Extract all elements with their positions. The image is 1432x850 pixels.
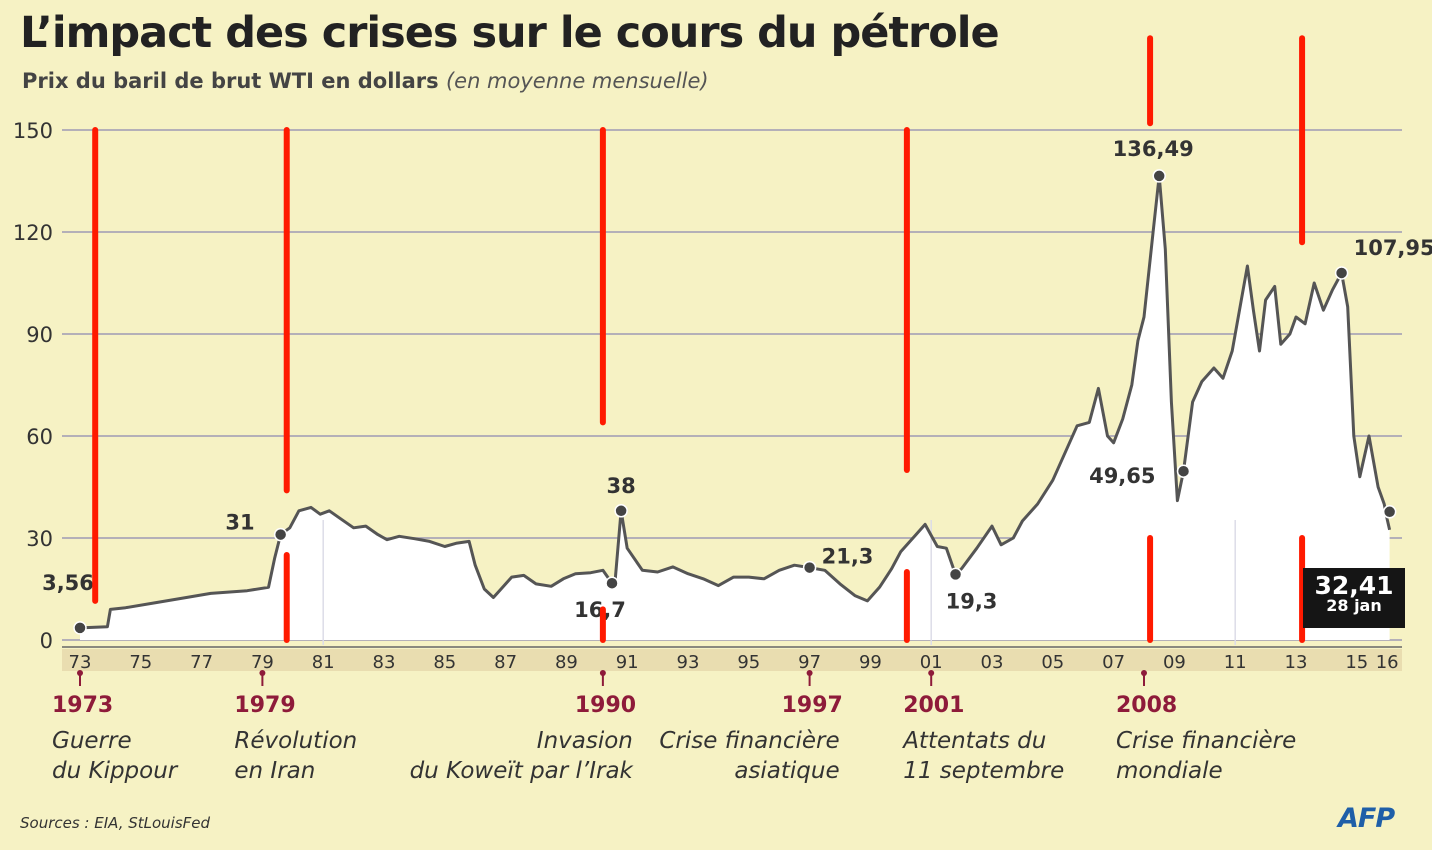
x-tick-label: 01 — [920, 652, 943, 673]
event-year-markers — [77, 670, 1147, 686]
y-tick-label: 90 — [26, 323, 53, 347]
event-label-line2: mondiale — [1116, 758, 1223, 784]
event-label: Attentats du 11 septembre — [903, 726, 1064, 786]
point-label: 31 — [225, 511, 254, 535]
data-point — [605, 576, 619, 590]
y-tick-label: 30 — [26, 527, 53, 551]
x-tick-label: 85 — [433, 652, 456, 673]
afp-logo: AFP — [1338, 803, 1395, 834]
event-year-1997: 1997 — [781, 693, 843, 718]
event-label-line2: asiatique — [734, 758, 840, 784]
event-label-line1: Révolution — [234, 728, 358, 754]
event-label: Invasion du Koweït par l’Irak — [410, 726, 633, 786]
point-label: 49,65 — [1089, 464, 1155, 488]
point-label: 3,56 — [42, 571, 94, 595]
last-data-point — [1382, 505, 1397, 519]
last-date: 28 jan — [1326, 596, 1382, 615]
event-label-line1: Invasion — [536, 728, 633, 754]
event-label-line2: du Kippour — [52, 758, 178, 784]
event-tick-dot — [1141, 670, 1147, 676]
event-year-1979: 1979 — [234, 693, 296, 718]
x-tick-label: 97 — [798, 652, 821, 673]
last-value: 32,41 — [1314, 571, 1394, 600]
data-point — [1334, 266, 1349, 280]
x-tick-label: 87 — [494, 652, 517, 673]
point-label: 38 — [607, 474, 636, 498]
data-point — [273, 527, 288, 542]
x-tick-label: 73 — [69, 652, 92, 673]
event-label-line2: 11 septembre — [903, 758, 1065, 784]
x-tick-label: 77 — [190, 652, 213, 673]
y-tick-label: 60 — [26, 425, 53, 449]
data-point — [614, 504, 628, 518]
event-label: Révolution en Iran — [234, 726, 357, 786]
data-point — [1176, 464, 1191, 478]
x-tick-label: 09 — [1163, 652, 1186, 673]
event-tick-dot — [77, 670, 83, 676]
annotated-points — [73, 169, 1397, 635]
point-label: 136,49 — [1113, 137, 1194, 161]
y-tick-label: 120 — [13, 221, 53, 245]
event-year-2001: 2001 — [903, 693, 965, 718]
event-label-line1: Attentats du — [903, 728, 1047, 754]
x-tick-label: 95 — [737, 652, 760, 673]
data-point — [73, 621, 87, 635]
event-label-line2: en Iran — [234, 758, 316, 784]
x-tick-label: 79 — [251, 652, 274, 673]
event-label: Crise financière asiatique — [659, 726, 839, 786]
data-point — [802, 560, 817, 575]
x-tick-label: 89 — [555, 652, 578, 673]
x-tick-label: 81 — [312, 652, 335, 673]
x-tick-label: 07 — [1102, 652, 1125, 673]
x-tick-label: 03 — [981, 652, 1004, 673]
price-line — [79, 174, 1392, 630]
event-tick-dot — [928, 670, 935, 676]
x-axis-band — [62, 649, 1402, 671]
subtitle-note: (en moyenne mensuelle) — [445, 69, 709, 93]
subtitle-main: Prix du baril de brut WTI en dollars — [22, 69, 439, 93]
event-label-line1: Guerre — [52, 728, 132, 754]
x-tick-label: 05 — [1041, 652, 1064, 673]
x-tick-label: 15 — [1345, 652, 1368, 673]
y-axis: 0 30 60 90 120 150 — [13, 119, 53, 653]
year-gridlines — [322, 520, 1236, 645]
event-label-line1: Crise financière — [659, 728, 840, 754]
event-label: Guerre du Kippour — [52, 726, 177, 786]
event-year-1973: 1973 — [52, 693, 114, 718]
event-tick-dot — [259, 670, 266, 676]
y-tick-label: 150 — [13, 119, 53, 143]
x-tick-label: 99 — [859, 652, 882, 673]
x-tick-label: 11 — [1224, 652, 1247, 673]
y-tick-label: 0 — [40, 629, 53, 653]
event-red-lines — [92, 35, 1306, 643]
point-label: 107,95 — [1354, 236, 1432, 260]
event-label-line2: du Koweït par l’Irak — [409, 758, 633, 784]
x-tick-label: 16 — [1376, 652, 1399, 673]
event-year-1990: 1990 — [574, 693, 637, 718]
x-tick-label: 13 — [1285, 652, 1308, 673]
x-axis: 73 75 77 79 81 83 85 87 89 91 93 95 97 99 01 03 05 07 09 11… — [69, 652, 1399, 673]
event-label-line1: Crise financière — [1116, 728, 1297, 754]
data-point — [948, 567, 963, 582]
price-area — [80, 175, 1390, 640]
event-tick-dot — [806, 670, 813, 676]
data-point — [1152, 169, 1166, 183]
event-label: Crise financière mondiale — [1116, 726, 1296, 786]
point-label: 19,3 — [946, 589, 998, 613]
chart-title: L’impact des crises sur le cours du pétr… — [20, 8, 1000, 58]
x-tick-label: 91 — [616, 652, 639, 673]
sources-note: Sources : EIA, StLouisFed — [20, 814, 211, 832]
x-tick-label: 75 — [129, 652, 152, 673]
x-tick-label: 83 — [373, 652, 396, 673]
event-tick-dot — [599, 670, 606, 676]
event-year-2008: 2008 — [1116, 693, 1178, 718]
x-tick-label: 93 — [677, 652, 700, 673]
chart-subtitle: Prix du baril de brut WTI en dollars (en… — [22, 69, 709, 93]
last-value-box: 32,41 28 jan — [1303, 568, 1405, 628]
point-label: 21,3 — [822, 545, 874, 569]
